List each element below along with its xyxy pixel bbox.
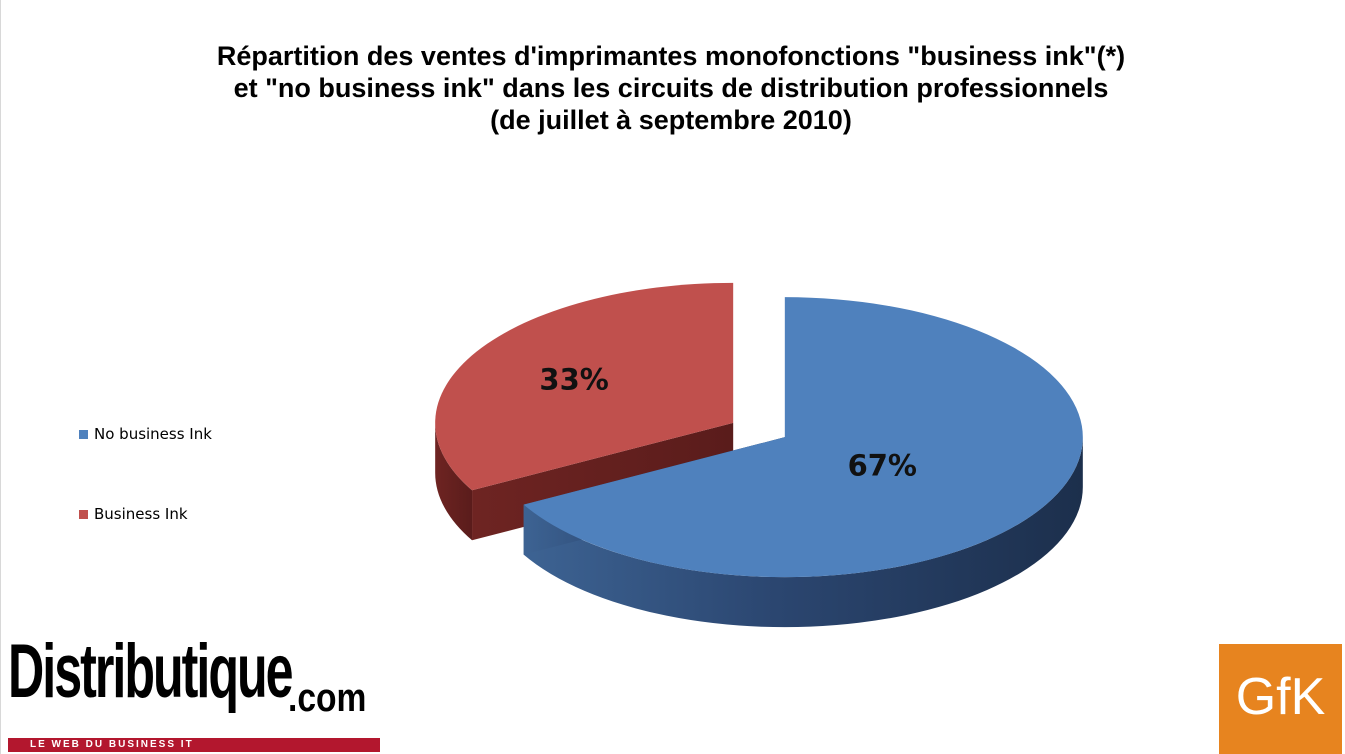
legend-swatch-business-ink	[79, 509, 88, 519]
distributique-logo-tagline: LE WEB DU BUSINESS IT	[8, 738, 380, 752]
chart-title-line-3: (de juillet à septembre 2010)	[490, 105, 852, 135]
pie-slice-no-business-ink	[523, 297, 1083, 578]
gfk-logo: GfK	[1219, 644, 1342, 754]
data-label-business-ink: 33%	[539, 363, 608, 397]
gfk-logo-text: GfK	[1235, 668, 1326, 726]
legend-label-business-ink: Business Ink	[94, 505, 188, 523]
pie-slice-business-ink	[435, 282, 734, 491]
distributique-logo-name: Distributique	[8, 629, 294, 714]
distributique-logo: Distributique .com LE WEB DU BUSINESS IT	[8, 629, 380, 752]
chart-title-line-1: Répartition des ventes d'imprimantes mon…	[216, 41, 1126, 71]
legend-item-no-business-ink: No business Ink	[79, 425, 212, 443]
legend-item-business-ink: Business Ink	[79, 505, 188, 523]
legend-label-no-business-ink: No business Ink	[94, 425, 212, 443]
distributique-logo-suffix: .com	[288, 676, 367, 720]
chart-title-line-2: et "no business ink" dans les circuits d…	[233, 73, 1109, 103]
chart-title: Répartition des ventes d'imprimantes mon…	[1, 40, 1341, 136]
data-label-no-business-ink: 67%	[848, 448, 917, 482]
legend-swatch-no-business-ink	[79, 429, 88, 439]
